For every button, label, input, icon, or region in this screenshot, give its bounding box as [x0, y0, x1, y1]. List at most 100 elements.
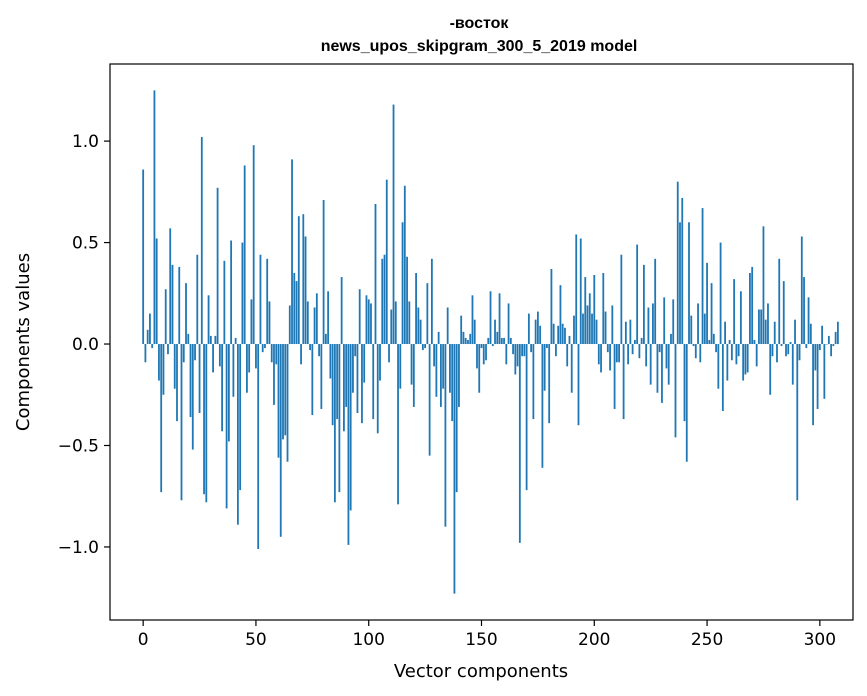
bar-21	[189, 344, 192, 418]
bar-13	[171, 264, 174, 345]
x-axis-label: Vector components	[394, 661, 568, 682]
bar-285	[785, 344, 787, 357]
bar-227	[654, 258, 657, 345]
bar-9	[162, 344, 165, 395]
x-tick-label: 200	[578, 630, 610, 650]
bar-179	[546, 344, 548, 349]
bar-194	[579, 238, 582, 345]
bar-141	[460, 315, 463, 345]
bar-54	[264, 344, 266, 349]
bar-49	[252, 145, 255, 345]
bar-289	[794, 319, 796, 345]
bar-220	[638, 344, 641, 359]
bar-200	[593, 275, 596, 345]
bar-57	[270, 344, 273, 363]
bar-207	[609, 344, 611, 371]
bar-161	[505, 344, 508, 365]
bar-22	[191, 344, 194, 450]
bar-23	[194, 344, 196, 361]
bar-91	[347, 344, 350, 545]
x-tick-label: 50	[245, 630, 267, 650]
bar-273	[758, 309, 760, 345]
bar-182	[552, 323, 555, 345]
bar-181	[550, 268, 553, 345]
bar-162	[507, 303, 510, 345]
bar-295	[807, 297, 810, 345]
bar-203	[600, 344, 602, 373]
bar-163	[509, 337, 512, 345]
bar-217	[631, 344, 634, 355]
x-axis: 0 50 100 150 200 250 300	[138, 620, 836, 650]
bar-244	[692, 344, 695, 347]
bar-259	[726, 344, 729, 381]
bar-206	[606, 344, 609, 353]
bar-152	[485, 344, 487, 361]
bar-99	[365, 295, 368, 345]
bar-208	[611, 305, 614, 345]
bar-3	[149, 313, 151, 345]
bar-109	[388, 344, 390, 363]
bar-37	[225, 344, 228, 509]
bar-138	[453, 344, 456, 594]
bar-265	[739, 291, 742, 345]
bar-107	[383, 254, 386, 345]
bar-264	[737, 344, 740, 357]
bar-50	[255, 344, 257, 369]
bar-276	[764, 319, 767, 345]
bar-75	[311, 344, 314, 416]
bar-166	[516, 344, 519, 367]
bar-86	[336, 344, 339, 420]
bar-129	[433, 344, 436, 367]
bar-16	[178, 266, 181, 345]
bar-149	[478, 344, 481, 393]
bar-71	[302, 214, 305, 345]
bar-277	[767, 303, 769, 345]
bar-242	[688, 222, 690, 345]
bar-251	[708, 339, 711, 345]
bar-58	[273, 344, 275, 405]
y-tick-label: 0.0	[72, 335, 99, 355]
bar-0	[142, 169, 145, 345]
bar-72	[304, 236, 307, 345]
bar-185	[559, 285, 562, 345]
bar-247	[699, 344, 702, 363]
bar-302	[823, 344, 826, 399]
bar-74	[309, 344, 311, 351]
bar-30	[209, 335, 212, 345]
bar-236	[674, 344, 677, 438]
x-tick-label: 0	[138, 630, 149, 650]
bar-211	[618, 344, 620, 363]
bar-258	[724, 321, 726, 345]
bar-305	[830, 344, 833, 357]
bar-171	[527, 313, 530, 345]
bar-254	[715, 344, 717, 353]
bar-88	[340, 277, 343, 345]
bar-66	[291, 159, 293, 345]
bar-14	[173, 344, 176, 389]
chart-title: -восток	[450, 15, 510, 32]
bar-142	[462, 331, 465, 345]
bar-140	[458, 344, 460, 407]
bar-80	[322, 199, 325, 345]
bar-20	[187, 333, 190, 345]
bar-76	[313, 307, 316, 345]
bar-33	[216, 187, 219, 345]
bar-31	[212, 344, 214, 373]
bar-95	[356, 344, 359, 414]
bar-128	[430, 258, 433, 345]
bar-262	[733, 279, 736, 345]
bar-156	[494, 319, 496, 345]
bar-103	[374, 204, 377, 345]
bar-216	[629, 319, 632, 345]
bar-56	[268, 301, 271, 345]
bar-232	[665, 344, 668, 369]
bar-68	[295, 281, 298, 345]
bar-69	[297, 216, 300, 345]
bar-214	[624, 321, 627, 345]
bar-132	[440, 344, 442, 407]
bar-165	[514, 344, 517, 375]
bar-81	[324, 333, 327, 345]
bar-308	[836, 321, 839, 345]
bar-300	[818, 344, 821, 351]
y-tick-label: −0.5	[58, 436, 99, 456]
